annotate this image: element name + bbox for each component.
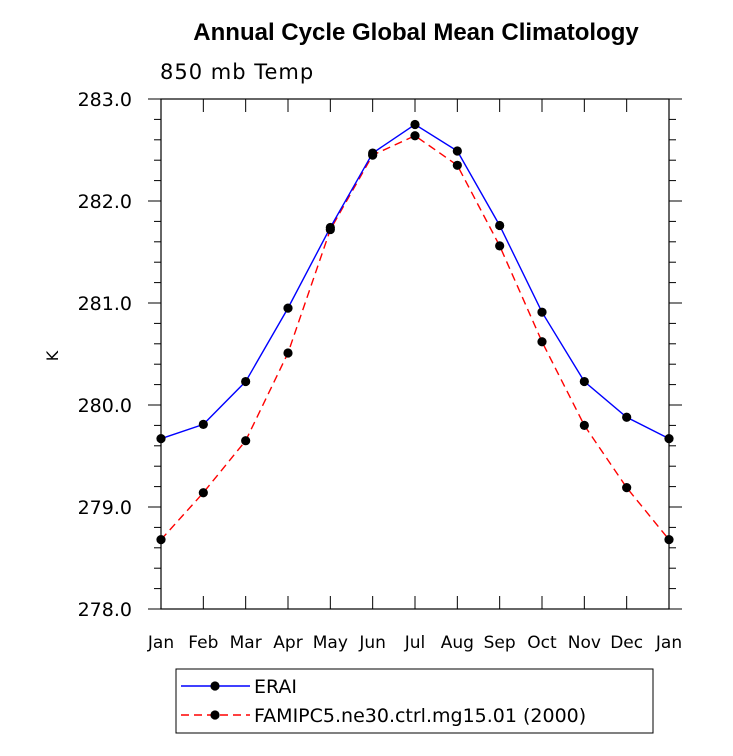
plot-frame [160,98,670,610]
x-tick-label: Jul [404,633,426,653]
data-point [325,222,335,233]
legend-box [175,668,654,734]
data-point [537,307,547,317]
data-point [579,376,589,387]
y-tick-label: 278.0 [78,599,132,621]
series-line [160,134,670,541]
series-line [160,123,670,440]
x-tick-label: May [313,633,348,653]
chart-subtitle: 850 mb Temp [160,60,314,84]
data-point [410,119,420,130]
series-layer [156,119,674,545]
y-tick-label: 283.0 [78,89,132,111]
data-point [241,376,251,387]
data-point [664,434,674,444]
data-point [283,303,293,313]
x-tick-label: Feb [188,633,218,653]
y-axis-label: K [43,350,62,361]
legend-label: FAMIPC5.ne30.ctrl.mg15.01 (2000) [254,705,586,727]
data-point [198,488,208,498]
x-tick-label: Jun [358,633,386,653]
y-tick-label: 280.0 [78,395,132,417]
data-point [495,241,505,251]
data-point [410,131,420,141]
y-tick-label: 282.0 [78,191,132,213]
x-tick-label: Dec [610,633,643,653]
data-point [452,160,462,170]
x-tick-label: Oct [527,633,557,653]
data-point [156,535,166,545]
legend-marker [210,710,220,720]
x-tick-label: Jan [655,633,682,653]
x-tick-label: Sep [484,633,516,653]
data-point [368,148,378,158]
plot-axes: Jan Feb Mar Apr May Jun Jul Aug Sep Oct Nov Dec Jan 2… [78,89,683,653]
y-tick-label: 281.0 [78,293,132,315]
x-tick-label: Aug [441,633,474,653]
chart-title: Annual Cycle Global Mean Climatology [193,19,639,46]
data-point [156,434,166,444]
data-point [283,348,293,358]
legend-label: ERAI [254,676,297,698]
data-point [664,535,674,545]
x-tick-label: Mar [230,633,262,653]
x-tick-label: Apr [273,633,302,653]
data-point [452,146,462,156]
data-point [495,220,505,231]
legend-marker [210,681,220,691]
data-point [241,436,251,446]
data-point [622,483,632,493]
x-tick-label: Jan [147,633,174,653]
legend: ERAI FAMIPC5.ne30.ctrl.mg15.01 (2000) [175,668,654,734]
y-tick-label: 279.0 [78,497,132,519]
data-point [622,412,632,422]
x-tick-label: Nov [568,633,601,653]
data-point [537,337,547,347]
data-point [198,419,208,429]
data-point [579,420,589,430]
